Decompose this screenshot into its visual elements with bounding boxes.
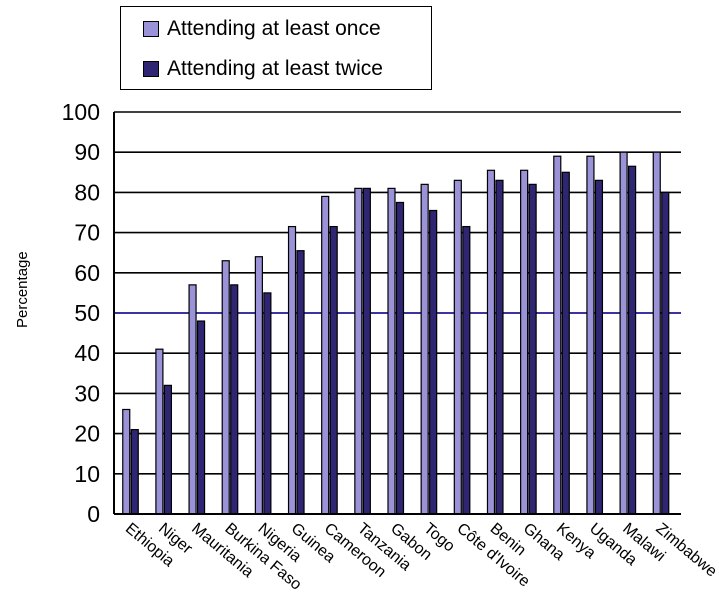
- legend: Attending at least once Attending at lea…: [120, 6, 432, 90]
- legend-label-once: Attending at least once: [167, 17, 381, 40]
- bar-once-niger: [155, 348, 164, 515]
- bar-twice-c-te-d-ivoire: [462, 225, 471, 515]
- y-tick-label: 60: [74, 260, 100, 286]
- bar-once-gabon: [387, 187, 396, 515]
- bar-twice-cameroon: [329, 225, 338, 515]
- bar-once-benin: [486, 169, 496, 515]
- bar-twice-ethiopia: [130, 428, 139, 515]
- bar-twice-kenya: [561, 171, 570, 515]
- bar-twice-malawi: [627, 165, 637, 515]
- bar-twice-uganda: [594, 179, 604, 515]
- bar-twice-zimbabwe: [661, 191, 670, 515]
- bar-once-ethiopia: [122, 408, 131, 515]
- y-tick-label: 80: [74, 179, 100, 205]
- bar-twice-benin: [495, 179, 504, 515]
- bar-twice-guinea: [296, 250, 305, 515]
- legend-item-once: Attending at least once: [143, 17, 381, 41]
- bar-once-malawi: [619, 151, 628, 515]
- y-tick-label: 50: [74, 300, 100, 326]
- bar-once-uganda: [586, 155, 595, 515]
- y-tick-label: 10: [74, 461, 100, 487]
- y-tick-label: 40: [74, 340, 100, 366]
- bar-twice-mauritania: [196, 320, 206, 515]
- bar-once-c-te-d-ivoire: [453, 179, 462, 515]
- y-tick-label: 0: [87, 501, 100, 527]
- y-axis-label: Percentage: [14, 251, 31, 328]
- bar-twice-togo: [429, 209, 438, 515]
- legend-swatch-twice: [143, 61, 159, 77]
- bar-once-burkina-faso: [221, 260, 230, 515]
- y-tick-label: 30: [74, 380, 100, 406]
- bar-once-guinea: [287, 225, 297, 515]
- bar-once-kenya: [553, 155, 562, 515]
- legend-item-twice: Attending at least twice: [143, 57, 383, 81]
- legend-swatch-once: [143, 21, 159, 37]
- bar-twice-gabon: [395, 201, 405, 515]
- bar-once-cameroon: [321, 195, 330, 515]
- bar-twice-nigeria: [263, 292, 272, 515]
- y-tick-label: 70: [74, 220, 100, 246]
- bar-once-togo: [420, 183, 429, 515]
- bar-twice-tanzania: [362, 187, 371, 515]
- bar-once-tanzania: [354, 187, 363, 515]
- bar-twice-burkina-faso: [230, 284, 239, 515]
- bar-once-ghana: [520, 169, 529, 515]
- bar-once-zimbabwe: [652, 151, 661, 515]
- y-tick-label: 90: [74, 139, 100, 165]
- bar-once-mauritania: [188, 284, 197, 515]
- bar-once-nigeria: [254, 256, 263, 515]
- y-tick-label: 100: [62, 99, 100, 125]
- legend-label-twice: Attending at least twice: [167, 57, 383, 80]
- y-tick-label: 20: [74, 421, 100, 447]
- bar-twice-niger: [163, 384, 173, 515]
- bar-twice-ghana: [528, 183, 537, 515]
